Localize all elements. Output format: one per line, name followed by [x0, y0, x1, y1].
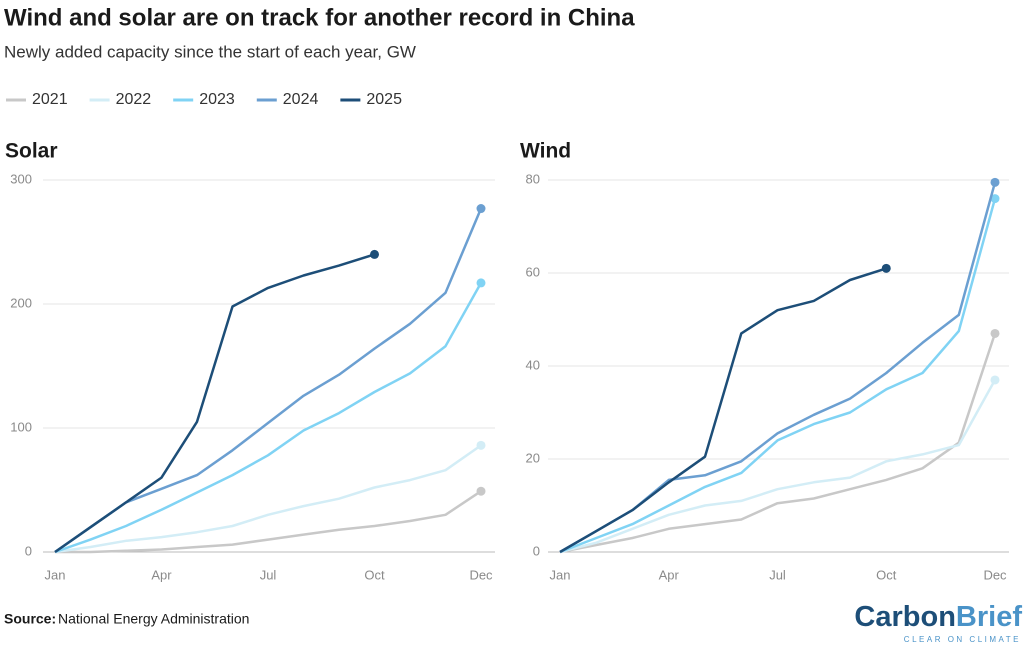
logo-part: Carbon [854, 601, 956, 633]
end-dot [881, 263, 891, 273]
page-title: Wind and solar are on track for another … [4, 4, 635, 31]
end-dot [476, 204, 486, 214]
series-line [55, 490, 482, 554]
y-tick-label: 20 [526, 450, 540, 465]
legend-label: 2025 [366, 91, 402, 108]
legend-label: 2023 [199, 91, 235, 108]
end-dot [990, 375, 1000, 385]
series-line [54, 282, 483, 554]
end-dot [990, 177, 1000, 187]
panel-title: Wind [520, 140, 571, 163]
x-tick-label: Dec [983, 567, 1007, 582]
series-line [54, 444, 482, 554]
x-tick-label: Apr [151, 567, 172, 582]
series-line [54, 253, 375, 554]
y-tick-label: 80 [526, 171, 540, 186]
panel-title: Solar [5, 140, 58, 163]
x-tick-label: Dec [469, 567, 493, 582]
y-tick-label: 0 [533, 543, 540, 558]
end-dot [476, 486, 486, 496]
y-tick-label: 40 [526, 357, 540, 372]
x-tick-label: Oct [364, 567, 385, 582]
end-dot [990, 194, 1000, 204]
x-tick-label: Oct [876, 567, 897, 582]
y-tick-label: 60 [526, 264, 540, 279]
end-dot [990, 328, 1000, 338]
end-dot [476, 440, 486, 450]
y-tick-label: 200 [10, 295, 32, 310]
end-dot [370, 249, 379, 259]
end-dot [476, 278, 486, 288]
series-line [559, 198, 997, 554]
x-tick-label: Apr [659, 567, 680, 582]
series-line [559, 379, 997, 554]
legend-label: 2021 [32, 91, 68, 108]
legend: 2021 2022 2023 2024 2025 [6, 91, 402, 108]
subtitle: Newly added capacity since the start of … [4, 42, 416, 61]
source-label: Source: [4, 611, 56, 627]
series-line [54, 208, 483, 554]
y-tick-label: 0 [25, 543, 32, 558]
source-text: National Energy Administration [58, 611, 249, 627]
x-tick-label: Jul [769, 567, 786, 582]
y-tick-label: 300 [10, 171, 32, 186]
series-line [559, 181, 997, 554]
legend-label: 2022 [116, 91, 152, 108]
series-line [559, 267, 887, 554]
x-tick-label: Jan [45, 567, 66, 582]
legend-label: 2024 [283, 91, 319, 108]
logo-tagline: CLEAR ON CLIMATE [904, 635, 1021, 644]
x-tick-label: Jan [550, 567, 571, 582]
logo: CarbonBrief [854, 601, 1022, 633]
series-line [559, 333, 997, 554]
x-tick-label: Jul [260, 567, 277, 582]
y-tick-label: 100 [10, 419, 32, 434]
logo-part: Brief [956, 601, 1022, 633]
